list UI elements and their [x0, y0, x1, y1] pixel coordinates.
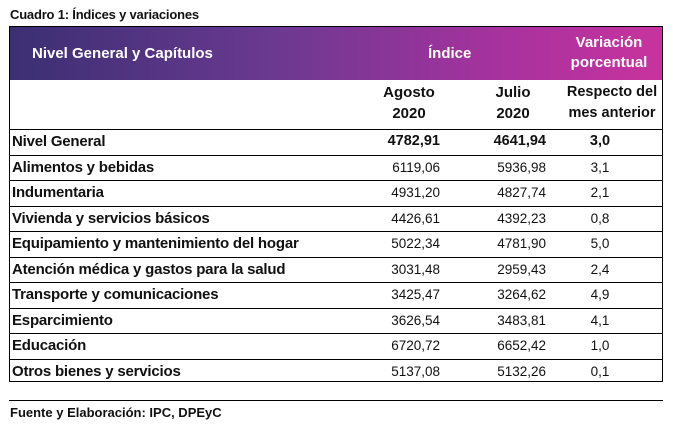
subheader-respecto-line2: mes anterior — [568, 105, 656, 121]
row-name: Esparcimiento — [12, 311, 113, 329]
subheader-julio-year: 2020 — [496, 105, 530, 122]
row-julio: 5132,26 — [497, 363, 546, 379]
row-name: Equipamiento y mantenimiento del hogar — [12, 235, 299, 252]
row-name: Vivienda y servicios básicos — [12, 209, 210, 227]
header-variacion: Variación porcentual — [559, 33, 659, 73]
table-row: Indumentaria 4931,20 4827,74 2,1 — [10, 180, 662, 206]
row-agosto: 4426,61 — [391, 210, 440, 226]
header-variacion-line2: porcentual — [570, 54, 648, 71]
row-variacion: 3,1 — [590, 159, 610, 175]
row-name: Educación — [12, 337, 87, 354]
table-caption: Cuadro 1: Índices y variaciones — [10, 7, 199, 22]
row-agosto: 5022,34 — [391, 236, 440, 251]
row-name: Atención médica y gastos para la salud — [12, 260, 286, 278]
row-agosto: 4782,91 — [387, 133, 440, 149]
subheader-agosto-year: 2020 — [392, 105, 426, 122]
row-name: Otros bienes y servicios — [12, 362, 181, 380]
subheader-respecto: Respecto del mes anterior — [562, 82, 662, 124]
table-row: Educación 6720,72 6652,42 1,0 — [10, 333, 662, 359]
row-julio: 4392,23 — [497, 210, 546, 226]
row-julio: 5936,98 — [497, 159, 546, 175]
row-julio: 2959,43 — [497, 261, 546, 277]
row-agosto: 3626,54 — [391, 312, 440, 328]
row-variacion: 4,1 — [590, 312, 610, 328]
row-variacion: 5,0 — [590, 236, 610, 251]
source-note: Fuente y Elaboración: IPC, DPEyC — [10, 405, 222, 420]
row-agosto: 4931,20 — [391, 185, 440, 200]
table-row: Vivienda y servicios básicos 4426,61 439… — [10, 205, 662, 232]
table-header: Nivel General y Capítulos Índice Variaci… — [10, 27, 662, 80]
row-agosto: 6119,06 — [392, 159, 440, 175]
row-name: Alimentos y bebidas — [12, 158, 155, 176]
row-agosto: 3031,48 — [391, 261, 440, 277]
row-agosto: 5137,08 — [391, 363, 440, 379]
row-name: Transporte y comunicaciones — [12, 286, 219, 303]
row-julio: 3483,81 — [497, 312, 546, 328]
subheader-julio-month: Julio — [495, 84, 531, 101]
row-variacion: 2,4 — [590, 261, 610, 277]
row-julio: 4827,74 — [497, 185, 546, 200]
row-variacion: 1,0 — [590, 338, 610, 353]
row-julio: 3264,62 — [497, 287, 546, 302]
source-divider — [9, 400, 663, 401]
table-row: Nivel General 4782,91 4641,94 3,0 — [10, 129, 662, 155]
header-variacion-line1: Variación — [575, 34, 643, 51]
table-row: Otros bienes y servicios 5137,08 5132,26… — [10, 358, 662, 385]
row-julio: 6652,42 — [497, 338, 546, 353]
subheader-respecto-line1: Respecto del — [566, 84, 658, 100]
row-agosto: 6720,72 — [391, 338, 440, 353]
row-variacion: 0,1 — [590, 363, 610, 379]
subheader-agosto: Agosto 2020 — [364, 82, 454, 124]
row-variacion: 3,0 — [589, 133, 611, 149]
table-row: Esparcimiento 3626,54 3483,81 4,1 — [10, 307, 662, 334]
row-julio: 4781,90 — [497, 236, 546, 251]
table-row: Atención médica y gastos para la salud 3… — [10, 256, 662, 283]
header-indice: Índice — [428, 45, 472, 62]
table-row: Alimentos y bebidas 6119,06 5936,98 3,1 — [10, 154, 662, 181]
subheader-julio: Julio 2020 — [468, 82, 558, 124]
header-nivel: Nivel General y Capítulos — [32, 45, 213, 62]
row-variacion: 0,8 — [590, 210, 610, 226]
row-name: Indumentaria — [12, 184, 104, 201]
row-agosto: 3425,47 — [391, 287, 440, 302]
row-julio: 4641,94 — [493, 133, 546, 149]
row-name: Nivel General — [12, 133, 106, 150]
table-row: Transporte y comunicaciones 3425,47 3264… — [10, 282, 662, 308]
index-table: Nivel General y Capítulos Índice Variaci… — [9, 26, 663, 382]
subheader-agosto-month: Agosto — [383, 84, 435, 101]
row-variacion: 4,9 — [590, 287, 610, 302]
row-variacion: 2,1 — [590, 185, 610, 200]
table-body: Nivel General 4782,91 4641,94 3,0 Alimen… — [10, 129, 662, 384]
table-row: Equipamiento y mantenimiento del hogar 5… — [10, 231, 662, 257]
